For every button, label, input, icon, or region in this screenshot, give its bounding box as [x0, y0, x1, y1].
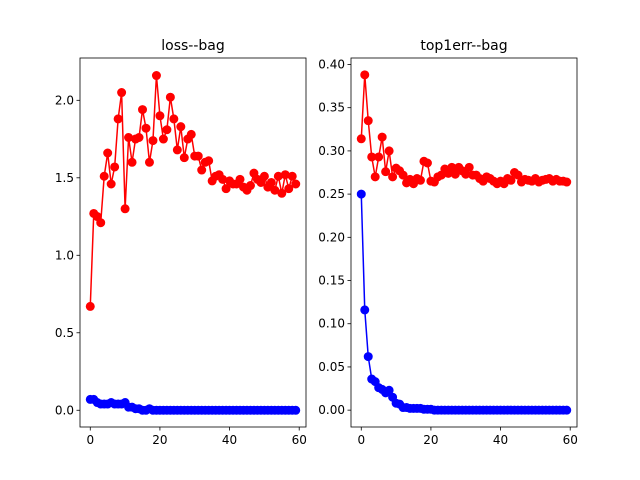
data-point [266, 177, 276, 187]
subplot-1: loss--bag 0 20 40 60 0.0 0.5 1.0 1.5 2.0 [55, 38, 307, 447]
data-point [381, 167, 391, 177]
data-point [291, 179, 301, 189]
data-point [127, 157, 137, 167]
data-point [158, 134, 168, 144]
data-point [197, 165, 207, 175]
y-tick-label: 0.10 [318, 317, 345, 331]
data-point [106, 179, 116, 189]
data-point [113, 114, 123, 124]
y-tick-label: 0.35 [318, 101, 345, 115]
subplot-title: loss--bag [161, 38, 225, 54]
data-point [141, 123, 151, 133]
data-point [284, 184, 294, 194]
data-point [235, 174, 245, 184]
data-point [117, 88, 127, 98]
y-tick-label: 0.15 [318, 274, 345, 288]
x-tick-label: 20 [152, 433, 167, 447]
data-point [363, 352, 373, 362]
y-tick-label: 0.40 [318, 57, 345, 71]
subplot-title: top1err--bag [420, 38, 507, 54]
data-point [85, 301, 95, 311]
data-point [96, 218, 106, 228]
data-point [291, 405, 301, 415]
data-point [148, 136, 158, 146]
data-point [162, 125, 172, 135]
data-point [360, 70, 370, 80]
data-point [120, 204, 130, 214]
data-point [450, 169, 460, 179]
x-tick-label: 40 [493, 433, 508, 447]
data-point [374, 152, 384, 162]
series-line-1 [89, 75, 297, 307]
x-tick-label: 20 [423, 433, 438, 447]
data-point [204, 156, 214, 166]
subplot-2: top1err--bag 0 20 40 60 0.00 0.05 0.10 0.15 0.20 0… [318, 38, 578, 447]
data-point [513, 170, 523, 180]
y-tick-label: 0.30 [318, 144, 345, 158]
axes-frame [350, 57, 578, 428]
data-point [155, 111, 165, 121]
data-point [464, 162, 474, 172]
x-tick-label: 0 [357, 433, 365, 447]
x-tick-label: 60 [563, 433, 578, 447]
data-point [245, 181, 255, 191]
data-point [165, 92, 175, 102]
y-tick-label: 0.25 [318, 187, 345, 201]
data-point [356, 189, 366, 199]
data-point [562, 405, 572, 415]
data-point [151, 71, 161, 81]
data-point [277, 188, 287, 198]
data-point [221, 184, 231, 194]
data-point [360, 305, 370, 315]
x-tick-label: 40 [222, 433, 237, 447]
data-point [287, 171, 297, 181]
data-point [415, 175, 425, 185]
data-point [562, 177, 572, 187]
x-tick-label: 0 [86, 433, 94, 447]
data-point [172, 145, 182, 155]
data-point [138, 105, 148, 115]
data-point [377, 132, 387, 142]
x-tick-label: 60 [292, 433, 307, 447]
axes-frame [79, 57, 307, 428]
series-line-2 [360, 194, 567, 411]
data-point [176, 122, 186, 132]
data-point [110, 162, 120, 172]
data-point [398, 170, 408, 180]
data-point [259, 171, 269, 181]
y-tick-label: 0.5 [55, 326, 74, 340]
y-tick-label: 0.00 [318, 403, 345, 417]
y-tick-label: 2.0 [55, 93, 74, 107]
y-tick-label: 0.0 [55, 403, 74, 417]
data-point [356, 134, 366, 144]
data-point [103, 148, 113, 158]
y-tick-label: 1.5 [55, 171, 74, 185]
data-point [363, 116, 373, 126]
data-point [144, 157, 154, 167]
data-point [422, 158, 432, 168]
y-tick-label: 1.0 [55, 248, 74, 262]
data-point [370, 172, 380, 182]
data-point [186, 129, 196, 139]
data-point [134, 133, 144, 142]
data-point [384, 146, 394, 156]
y-tick-label: 0.05 [318, 360, 345, 374]
data-point [193, 151, 203, 161]
data-point [179, 153, 189, 163]
data-point [388, 172, 398, 182]
data-point [384, 385, 394, 395]
y-tick-label: 0.20 [318, 230, 345, 244]
data-point [169, 114, 179, 124]
data-point [99, 171, 109, 181]
data-point [506, 175, 516, 185]
